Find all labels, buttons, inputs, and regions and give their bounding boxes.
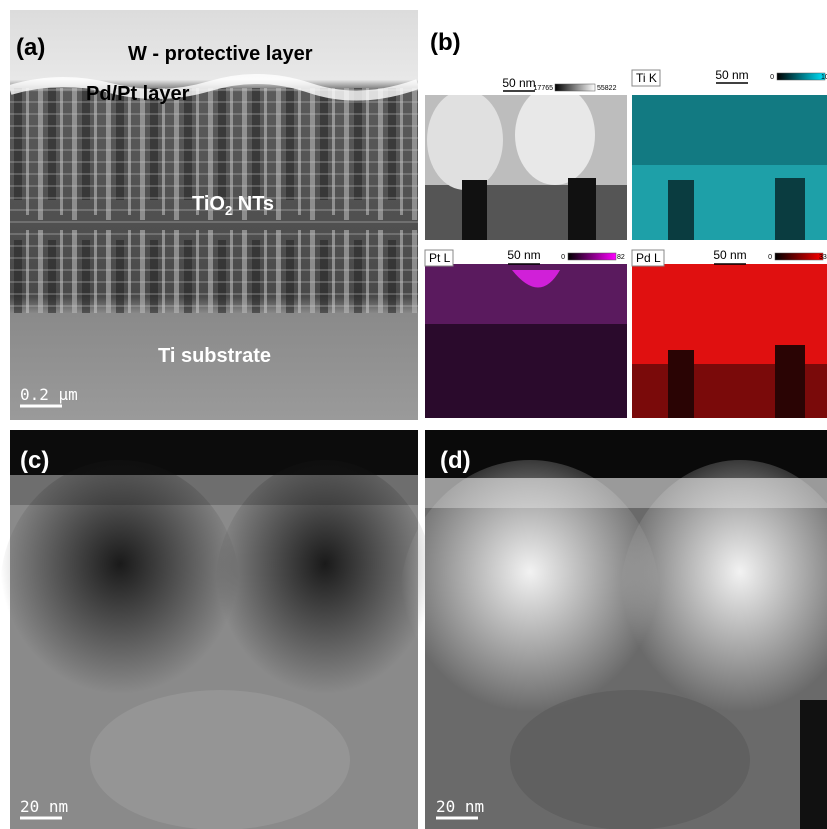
map-pd: Pd L 0 33 50 nm xyxy=(632,248,827,418)
colorbar-min: 0 xyxy=(768,254,772,261)
panel-a: (a) W - protective layer Pd/Pt layer TiO… xyxy=(10,10,418,420)
element-label: Pd L xyxy=(636,251,661,265)
panel-label: (d) xyxy=(440,447,471,474)
colorbar-min: 0 xyxy=(561,254,565,261)
scale-bar-label: 20 nm xyxy=(20,797,68,816)
panel-label: (b) xyxy=(430,29,461,56)
scale-bar-label: 0.2 µm xyxy=(20,385,78,404)
map-pt: Pt L 0 82 50 nm xyxy=(425,248,627,418)
page: {"panel_a": {"label": "(a)", "w_layer": … xyxy=(0,0,827,829)
scale-bar-label: 50 nm xyxy=(502,76,535,90)
scale-bar-label: 20 nm xyxy=(436,797,484,816)
panel-label: (c) xyxy=(20,447,49,474)
colorbar-min: 17765 xyxy=(534,85,554,92)
scale-bar-label: 50 nm xyxy=(715,68,748,82)
map-ti: Ti K 0 10 50 nm xyxy=(632,68,827,240)
scale-bar-label: 50 nm xyxy=(713,248,746,262)
annotation: Ti substrate xyxy=(158,345,271,367)
scale-bar-label: 50 nm xyxy=(507,248,540,262)
annotation: TiO2 NTs xyxy=(192,193,274,218)
figure: (a) W - protective layer Pd/Pt layer TiO… xyxy=(0,0,827,829)
map-haadf: 17765 55822 50 nm xyxy=(425,76,627,240)
colorbar-max: 82 xyxy=(617,254,625,261)
annotation: Pd/Pt layer xyxy=(86,83,190,105)
panel-c: (c) 20 nm xyxy=(0,430,435,829)
colorbar-max: 10 xyxy=(821,74,827,81)
panel-label: (a) xyxy=(16,34,45,61)
annotation: W - protective layer xyxy=(128,43,313,65)
element-label: Pt L xyxy=(429,251,451,265)
colorbar-max: 33 xyxy=(819,254,827,261)
colorbar-max: 55822 xyxy=(597,85,617,92)
element-label: Ti K xyxy=(636,71,657,85)
panel-d: (d) 20 nm xyxy=(400,430,827,829)
panel-b: (b) 17765 55822 50 nm Ti K 0 10 50 nm xyxy=(425,29,827,418)
colorbar-min: 0 xyxy=(770,74,774,81)
